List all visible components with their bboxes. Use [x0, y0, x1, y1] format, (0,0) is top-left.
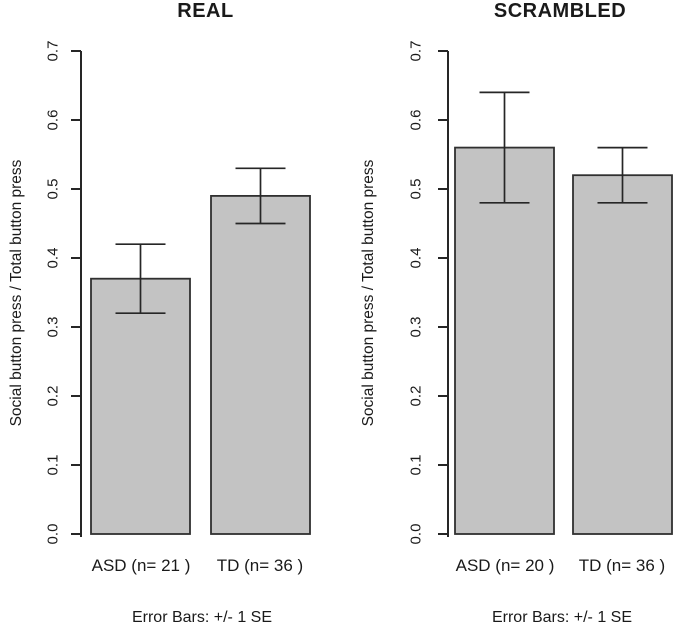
y-tick-label: 0.7 [45, 41, 62, 62]
y-tick-label: 0.3 [408, 317, 425, 338]
y-tick-label: 0.1 [45, 455, 62, 476]
y-tick-label: 0.7 [408, 41, 425, 62]
y-tick-label: 0.4 [45, 248, 62, 269]
y-tick-label: 0.6 [45, 110, 62, 131]
y-tick-label: 0.3 [45, 317, 62, 338]
y-tick-label: 0.5 [408, 179, 425, 200]
error-bar-note-scrambled: Error Bars: +/- 1 SE [491, 609, 633, 626]
y-tick-label: 0.6 [408, 110, 425, 131]
y-axis-label-real: Social button press / Total button press [8, 159, 25, 427]
y-axis-label-scrambled: Social button press / Total button press [360, 159, 377, 427]
x-category-label-td-scrambled: TD (n= 36 ) [578, 556, 666, 575]
y-tick-label: 0.0 [408, 524, 425, 545]
bar-asd [454, 146, 555, 535]
bar-td [210, 194, 311, 535]
chart-title-real: REAL [177, 0, 234, 22]
y-tick-label: 0.4 [408, 248, 425, 269]
y-tick-label: 0.5 [45, 179, 62, 200]
y-tick-label: 0.2 [408, 386, 425, 407]
bar-asd [90, 277, 191, 535]
error-bar-note-real: Error Bars: +/- 1 SE [131, 609, 273, 626]
x-category-label-asd-scrambled: ASD (n= 20 ) [455, 556, 555, 575]
y-tick-label: 0.1 [408, 455, 425, 476]
chart-title-scrambled: SCRAMBLED [493, 0, 627, 22]
bar-td [572, 174, 673, 535]
x-category-label-td-real: TD (n= 36 ) [216, 556, 304, 575]
y-tick-label: 0.2 [45, 386, 62, 407]
x-category-label-asd-real: ASD (n= 21 ) [91, 556, 191, 575]
y-tick-label: 0.0 [45, 524, 62, 545]
